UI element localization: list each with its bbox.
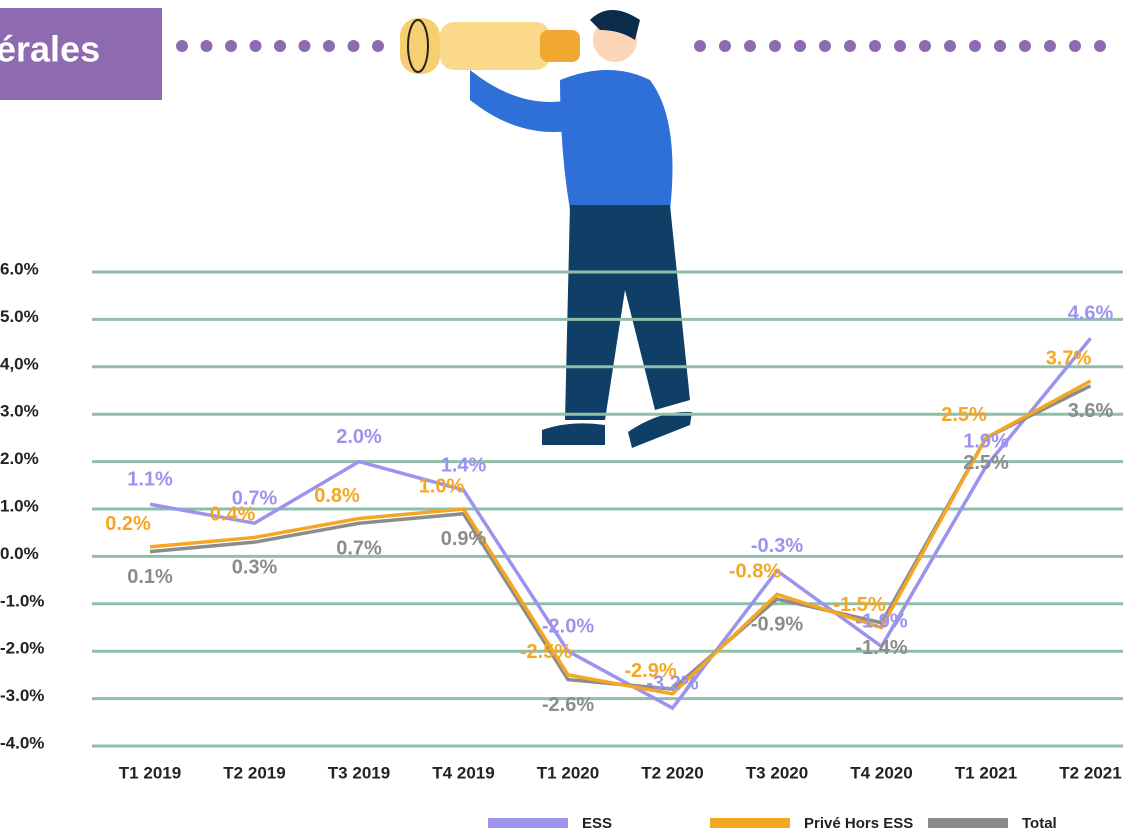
data-label: 0.8%: [314, 485, 360, 507]
x-tick-label: T2 2020: [641, 763, 703, 782]
header-title: érales: [0, 29, 100, 70]
y-tick-label: 5.0%: [0, 307, 39, 326]
dot: [919, 40, 931, 52]
data-label: 2.0%: [336, 426, 382, 448]
data-label: 0.7%: [336, 538, 382, 560]
data-label: 2.5%: [963, 452, 1009, 474]
x-tick-label: T2 2019: [223, 763, 285, 782]
x-tick-label: T4 2019: [432, 763, 494, 782]
y-tick-label: 1.0%: [0, 496, 39, 515]
series-line: [149, 379, 1092, 696]
x-tick-label: T1 2021: [955, 763, 1017, 782]
dots: [176, 40, 1106, 52]
legend-label: Total: [1022, 815, 1057, 832]
data-label: 2.5%: [941, 404, 987, 426]
series-line: [149, 384, 1092, 691]
dot: [225, 40, 237, 52]
data-label: -3.2%: [646, 672, 698, 694]
y-tick-label: 2.0%: [0, 449, 39, 468]
legend-swatch: [710, 818, 790, 828]
legend-swatch: [928, 818, 1008, 828]
data-label: 0.3%: [232, 556, 278, 578]
x-tick-label: T3 2020: [746, 763, 808, 782]
data-label: 0.1%: [127, 566, 173, 588]
dot: [744, 40, 756, 52]
x-tick-label: T3 2019: [328, 763, 390, 782]
dot: [719, 40, 731, 52]
data-label: 1.0%: [419, 475, 465, 497]
data-label: -0.9%: [751, 613, 803, 635]
dot: [794, 40, 806, 52]
y-tick-label: 0.0%: [0, 544, 39, 563]
dot: [249, 40, 262, 52]
dot: [944, 40, 956, 52]
data-label: 3.7%: [1046, 347, 1092, 369]
dot: [969, 40, 981, 52]
data-label: -1.5%: [833, 594, 885, 616]
dot: [347, 40, 360, 52]
y-tick-label: 3.0%: [0, 402, 39, 421]
illustration: [400, 10, 692, 448]
x-tick-label: T1 2019: [119, 763, 181, 782]
legend-label: Privé Hors ESS: [804, 815, 913, 832]
y-tick-label: -1.0%: [0, 591, 44, 610]
dot: [298, 40, 311, 52]
data-label: 0.2%: [105, 513, 151, 535]
dot: [869, 40, 881, 52]
data-label: 1.4%: [441, 454, 487, 476]
dot: [844, 40, 856, 52]
data-label: -0.3%: [751, 535, 803, 557]
dot: [769, 40, 781, 52]
data-label: -2.9%: [624, 660, 676, 682]
data-label: -0.8%: [729, 561, 781, 583]
series-line: [149, 337, 1092, 711]
dot: [200, 40, 213, 52]
dot: [994, 40, 1006, 52]
plot: -4.0% -3.0% -2.0% -1.0% 0.0% 1.0% 2.0% 3.0% 4,0%…: [0, 259, 1123, 832]
data-label: -2.6%: [542, 694, 594, 716]
data-label: -1.9%: [855, 611, 907, 633]
x-tick-label: T2 2021: [1059, 763, 1121, 782]
data-label: 1.9%: [963, 431, 1009, 453]
dot: [323, 40, 335, 52]
dot: [1044, 40, 1056, 52]
x-tick-label: T1 2020: [537, 763, 599, 782]
legend-label: ESS: [582, 815, 612, 832]
data-label: 1.1%: [127, 469, 173, 491]
dot: [372, 40, 384, 52]
header-box: [0, 8, 162, 100]
dot: [894, 40, 906, 52]
dot: [176, 40, 188, 52]
y-tick-label: 6.0%: [0, 259, 39, 278]
dot: [694, 40, 706, 52]
dot: [1019, 40, 1031, 52]
data-label: 0.9%: [441, 528, 487, 550]
dot: [274, 40, 286, 52]
data-label: -2.0%: [542, 615, 594, 637]
dot: [819, 40, 831, 52]
y-tick-label: -2.0%: [0, 639, 44, 658]
dot: [1069, 40, 1081, 52]
data-label: -1.4%: [855, 637, 907, 659]
data-label: 4.6%: [1068, 303, 1114, 325]
y-tick-label: 4,0%: [0, 354, 39, 373]
x-tick-label: T4 2020: [850, 763, 912, 782]
y-tick-label: -4.0%: [0, 733, 44, 752]
dot: [1094, 40, 1106, 52]
data-label: -2.5%: [520, 641, 572, 663]
data-label: 0.4%: [210, 504, 256, 526]
y-tick-label: -3.0%: [0, 686, 44, 705]
legend-swatch: [488, 818, 568, 828]
data-label: 0.7%: [232, 488, 278, 510]
data-label: 3.6%: [1068, 400, 1114, 422]
